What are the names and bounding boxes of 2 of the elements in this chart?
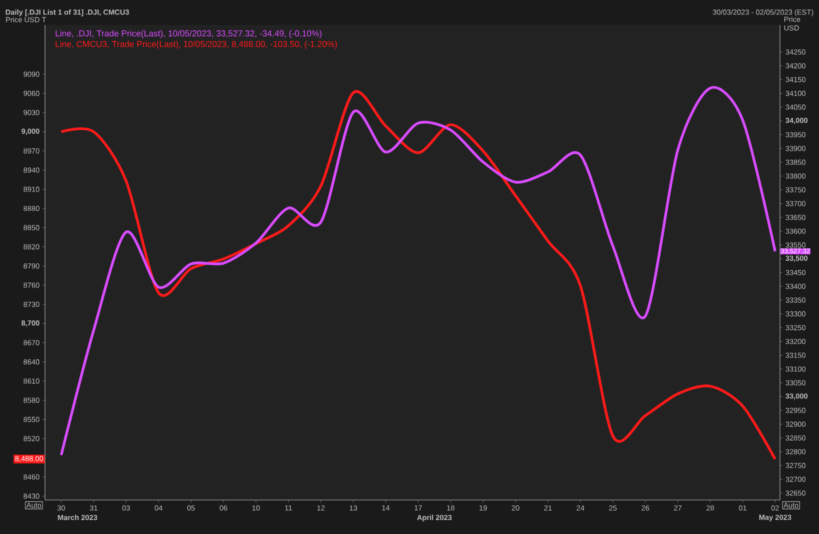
text: Line, .DJI, Trade Price(Last), 10/05/2023, 33,527.32, -34.49, (-0.10%) bbox=[56, 30, 322, 38]
text: Line, CMCU3, Trade Price(Last), 10/05/2023, 8,488.00, -103.50, (-1.20%) bbox=[56, 40, 337, 49]
